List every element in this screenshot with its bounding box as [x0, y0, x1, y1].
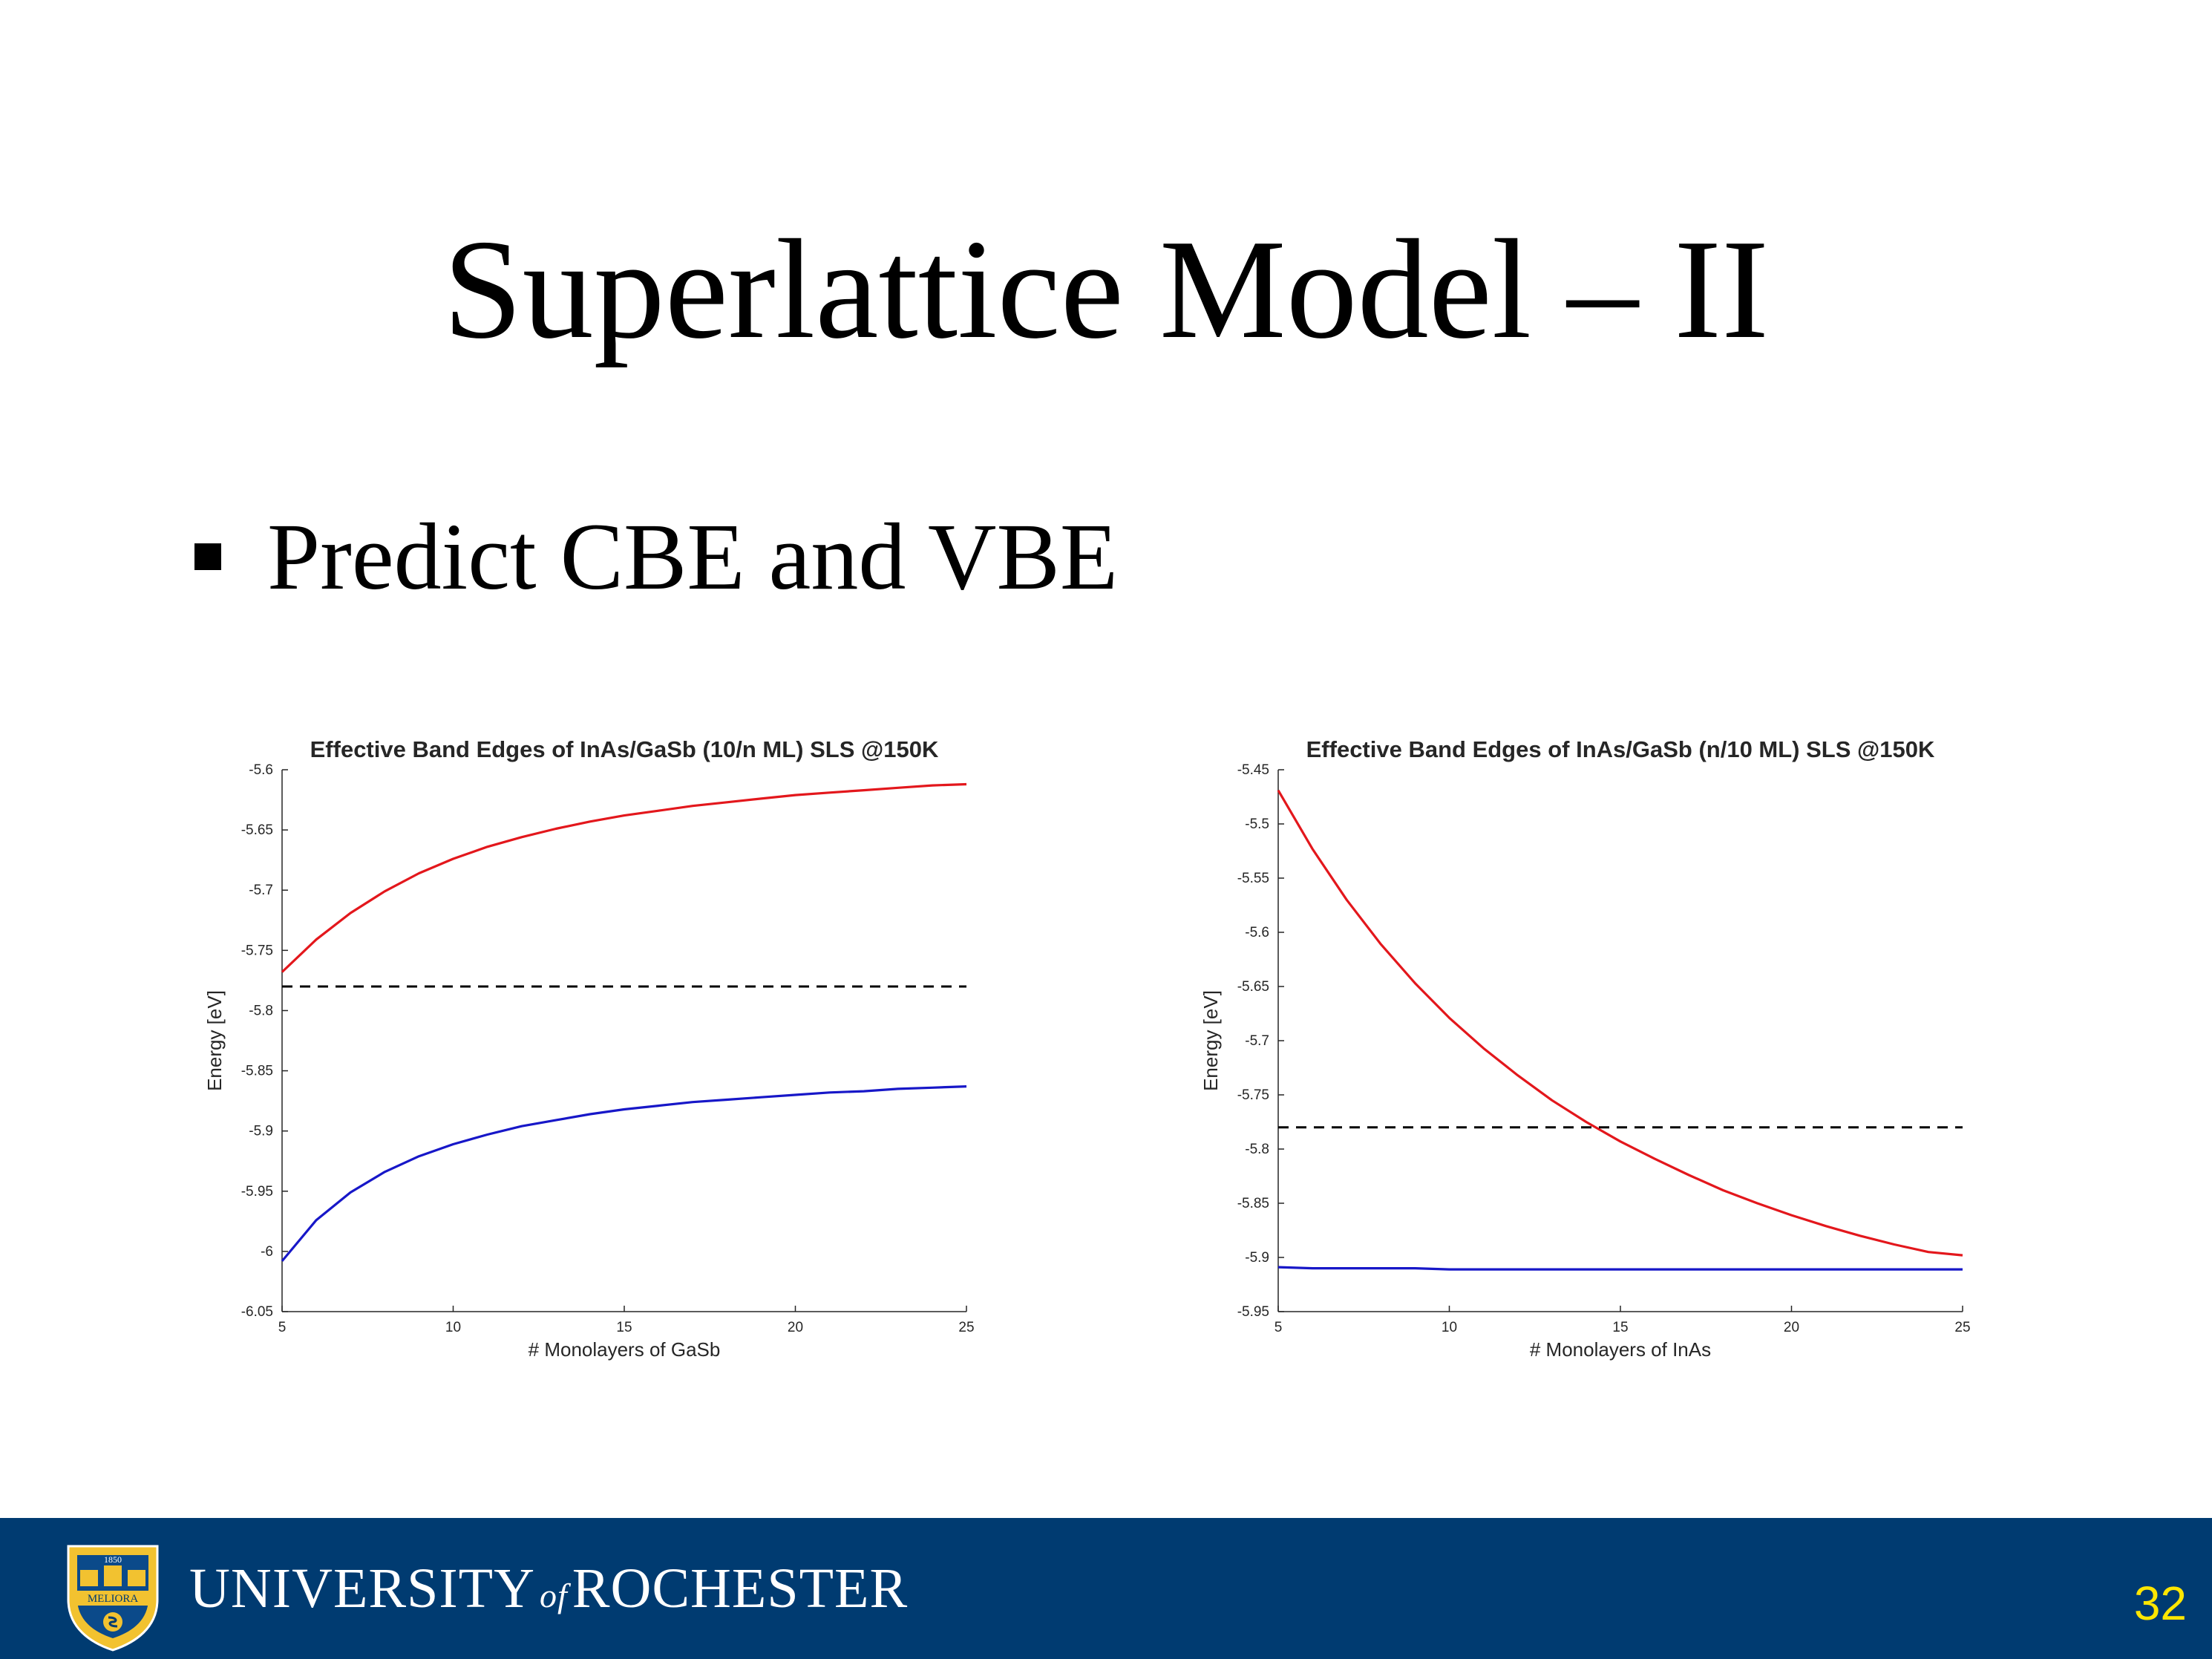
y-tick-label: -5.65 [1237, 979, 1269, 995]
y-tick-label: -5.55 [1237, 871, 1269, 886]
chart-title: Effective Band Edges of InAs/GaSb (10/n … [310, 736, 939, 762]
x-tick-label: 15 [1612, 1320, 1628, 1335]
x-tick-label: 20 [788, 1320, 803, 1335]
bullet-text: Predict CBE and VBE [267, 504, 1118, 609]
x-axis-label: # Monolayers of GaSb [529, 1338, 721, 1361]
svg-text:MELIORA: MELIORA [88, 1593, 138, 1605]
x-tick-label: 5 [1274, 1320, 1283, 1335]
y-tick-label: -5.6 [249, 762, 273, 778]
y-tick-label: -5.5 [1245, 817, 1269, 832]
series-line-red [1277, 789, 1963, 1257]
x-tick-label: 20 [1784, 1320, 1799, 1335]
page-number: 32 [2133, 1577, 2187, 1630]
series-line-blue [281, 1085, 967, 1262]
x-tick-label: 15 [616, 1320, 632, 1335]
university-wordmark: UNIVERSITY ofROCHESTER [189, 1557, 909, 1620]
y-tick-label: -6.05 [241, 1304, 273, 1320]
chart-gasb-svg: Effective Band Edges of InAs/GaSb (10/n … [203, 736, 975, 1361]
chart-title: Effective Band Edges of InAs/GaSb (n/10 … [1306, 736, 1935, 762]
bullet-item: Predict CBE and VBE [194, 505, 1118, 609]
y-tick-label: -5.45 [1237, 762, 1269, 778]
chart-gasb-monolayers: Effective Band Edges of InAs/GaSb (10/n … [200, 724, 1225, 1377]
y-tick-label: -5.6 [1245, 925, 1269, 940]
y-axis-label: Energy [eV] [203, 990, 226, 1091]
y-tick-label: -5.9 [1245, 1250, 1269, 1266]
x-tick-label: 25 [958, 1320, 974, 1335]
x-tick-label: 10 [1442, 1320, 1457, 1335]
y-tick-label: -5.65 [241, 822, 273, 838]
y-tick-label: -5.8 [1245, 1142, 1269, 1157]
y-tick-label: -6 [261, 1244, 273, 1260]
y-tick-label: -5.9 [249, 1124, 273, 1139]
bullet-square-icon [194, 543, 221, 570]
y-tick-label: -5.85 [1237, 1196, 1269, 1211]
y-tick-label: -5.95 [241, 1184, 273, 1200]
x-tick-label: 10 [445, 1320, 461, 1335]
y-tick-label: -5.7 [249, 883, 273, 898]
footer-bar: MELIORA 1850 UNIVERSITY ofROCHESTER 32 [0, 1518, 2212, 1659]
y-tick-label: -5.7 [1245, 1033, 1269, 1049]
chart-inas-svg: Effective Band Edges of InAs/GaSb (n/10 … [1200, 736, 1971, 1361]
y-axis-label: Energy [eV] [1200, 990, 1222, 1091]
y-tick-label: -5.85 [241, 1064, 273, 1079]
svg-text:1850: 1850 [104, 1554, 122, 1565]
slide-title: Superlattice Model – II [442, 210, 1770, 368]
x-tick-label: 25 [1954, 1320, 1970, 1335]
x-axis-label: # Monolayers of InAs [1530, 1338, 1711, 1361]
university-seal-icon: MELIORA 1850 [67, 1545, 159, 1652]
chart-inas-monolayers: Effective Band Edges of InAs/GaSb (n/10 … [1197, 724, 2212, 1377]
series-line-red [281, 782, 967, 973]
series-line-blue [1277, 1266, 1963, 1271]
y-tick-label: -5.75 [1237, 1087, 1269, 1103]
y-tick-label: -5.95 [1237, 1304, 1269, 1320]
y-tick-label: -5.75 [241, 943, 273, 958]
x-tick-label: 5 [278, 1320, 287, 1335]
y-tick-label: -5.8 [249, 1003, 273, 1018]
